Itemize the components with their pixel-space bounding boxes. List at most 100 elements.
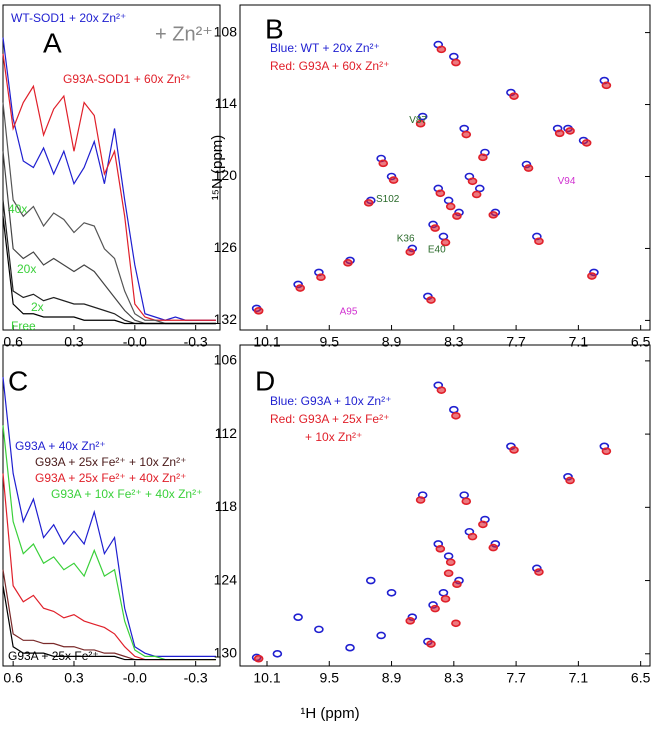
- peak: [426, 640, 436, 648]
- peak: [314, 625, 324, 634]
- peak: [438, 588, 449, 597]
- peak: [378, 159, 389, 168]
- x-tick-label: 8.3: [444, 670, 464, 686]
- peak: [459, 124, 470, 133]
- x-tick-label: 0.6: [3, 334, 23, 350]
- x-tick-label: 8.9: [382, 334, 402, 350]
- peak: [405, 248, 416, 256]
- legend-entry: Red: G93A + 60x Zn²⁺: [270, 59, 389, 73]
- peak: [554, 129, 565, 138]
- y-tick-label: 126: [214, 239, 238, 255]
- spectrum-line: [2, 569, 216, 661]
- peak: [363, 199, 374, 207]
- peak: [461, 130, 472, 139]
- peak: [449, 52, 459, 61]
- y-tick-label: 120: [214, 167, 238, 183]
- x-tick-label: 6.5: [631, 334, 651, 350]
- peak: [426, 296, 436, 304]
- peak: [253, 654, 264, 663]
- peak: [587, 272, 597, 280]
- series-label: G93A-SOD1 + 60x Zn²⁺: [63, 72, 191, 86]
- peak: [417, 112, 428, 121]
- x-tick-label: 9.5: [320, 670, 340, 686]
- peak: [449, 405, 459, 414]
- x-tick-label: -0.3: [184, 670, 208, 686]
- peak: [488, 543, 499, 552]
- series-label: G93A + 40x Zn²⁺: [15, 439, 106, 453]
- legend-entry: + 10x Zn²⁺: [305, 430, 362, 444]
- y-tick-label: 118: [215, 498, 238, 514]
- x-tick-label: -0.0: [123, 670, 147, 686]
- peak: [376, 631, 386, 640]
- spectrum-line: [2, 377, 216, 657]
- peak: [461, 497, 472, 506]
- residue-label: A95: [340, 307, 358, 318]
- peak: [471, 190, 482, 199]
- peak: [565, 476, 575, 485]
- peak: [601, 447, 612, 455]
- x-tick-label: 7.1: [569, 334, 589, 350]
- legend-entry: Blue: G93A + 10x Zn²⁺: [270, 394, 391, 408]
- y-tick-label: 130: [214, 644, 238, 660]
- y-tick-label: 114: [215, 95, 238, 111]
- peak: [445, 558, 456, 567]
- residue-label: K36: [397, 233, 415, 244]
- peak: [451, 619, 461, 628]
- peak: [509, 92, 519, 100]
- peak: [415, 119, 426, 128]
- legend-entry: Blue: WT + 20x Zn²⁺: [270, 41, 380, 55]
- spectrum-line: [2, 37, 216, 321]
- residue-label: V87: [409, 115, 427, 126]
- annotation: + Zn²⁺: [155, 23, 213, 45]
- peak: [451, 58, 461, 67]
- x-tick-label: 6.5: [631, 670, 651, 686]
- spectrum-line: [2, 151, 216, 325]
- x-tick-label: 10.1: [253, 670, 280, 686]
- y-tick-label: 106: [214, 352, 238, 368]
- peak: [534, 237, 544, 246]
- residue-label: V94: [558, 176, 576, 187]
- spectrum-line: [2, 216, 216, 325]
- peak: [295, 284, 306, 292]
- panel-frame: [2, 344, 221, 667]
- series-label: Free: [11, 319, 36, 333]
- panel-frame: [239, 4, 651, 331]
- peak: [435, 189, 446, 198]
- peak: [430, 224, 440, 232]
- peak: [509, 446, 519, 454]
- peak: [435, 545, 446, 553]
- series-label: G93A + 25x Fe²⁺: [8, 649, 99, 663]
- legend-entry: Red: G93A + 25x Fe²⁺: [270, 412, 389, 426]
- x-tick-label: 7.7: [506, 334, 526, 350]
- panel-frame: [239, 344, 651, 667]
- x-tick-label: 7.7: [506, 670, 526, 686]
- peak: [440, 238, 451, 247]
- x-tick-label: -0.3: [184, 334, 208, 350]
- peak: [365, 576, 376, 585]
- x-tick-label: 0.6: [3, 670, 23, 686]
- peak: [451, 411, 461, 420]
- panel-frame: [2, 4, 221, 331]
- series-label: G93A + 25x Fe²⁺ + 10x Zn²⁺: [35, 455, 186, 469]
- x-axis-label: ¹H (ppm): [300, 705, 359, 722]
- peak: [443, 569, 454, 578]
- peak: [445, 202, 456, 211]
- peak: [452, 580, 462, 589]
- x-tick-label: -0.0: [123, 334, 147, 350]
- peak: [253, 307, 264, 315]
- panel-letter: D: [255, 365, 275, 396]
- peak: [293, 613, 303, 621]
- peak: [436, 386, 447, 394]
- x-tick-label: 8.9: [382, 670, 402, 686]
- peak: [438, 232, 449, 241]
- panel-letter: A: [43, 27, 62, 58]
- series-label: G93A + 25x Fe²⁺ + 40x Zn²⁺: [35, 471, 186, 485]
- x-tick-label: 9.5: [320, 334, 340, 350]
- peak: [581, 139, 592, 147]
- peak: [405, 617, 416, 625]
- series-label: 40x: [8, 202, 27, 216]
- panel-letter: B: [265, 13, 284, 44]
- peak: [440, 595, 451, 603]
- series-label: 20x: [17, 262, 36, 276]
